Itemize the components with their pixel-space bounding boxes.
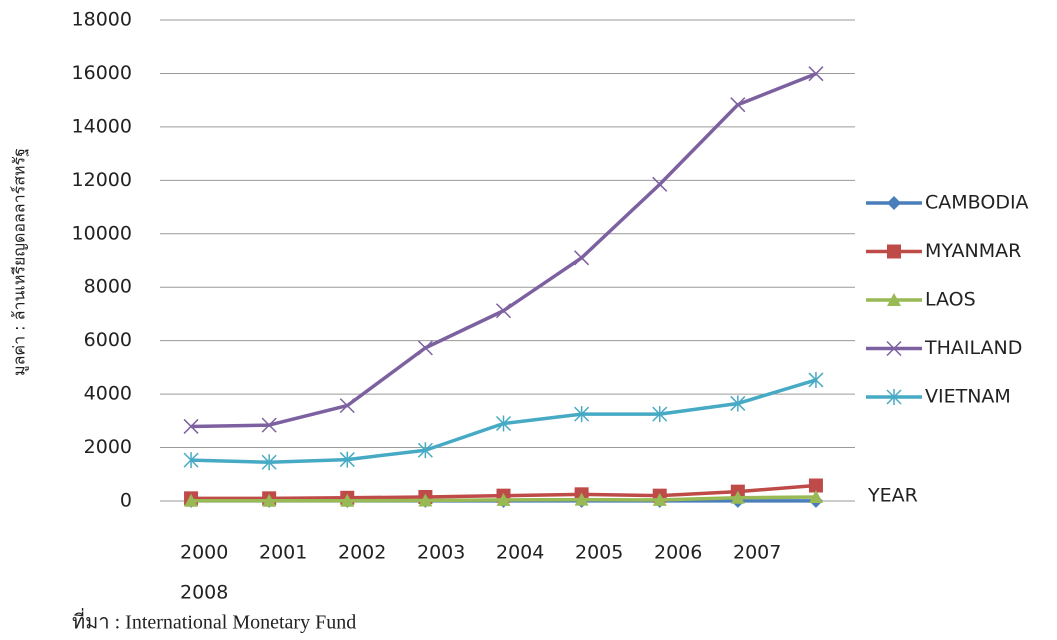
x-axis-label: YEAR (867, 485, 918, 507)
y-tick-label: 2000 (84, 436, 132, 458)
source-note: ที่มา : International Monetary Fund (72, 608, 356, 634)
x-tick-label: 2007 (733, 542, 781, 564)
x-tick-label: 2000 (180, 542, 228, 564)
y-tick-label: 14000 (72, 115, 132, 137)
y-tick-label: 0 (120, 490, 132, 512)
marker (653, 177, 667, 191)
y-tick-label: 4000 (84, 383, 132, 405)
marker (731, 98, 745, 112)
y-tick-label: 8000 (84, 276, 132, 298)
marker (887, 245, 901, 259)
y-axis-label: มูลค่า : ล้านเหรียญดอลลาร์สหรัฐ (10, 148, 30, 376)
legend-label: THAILAND (924, 337, 1022, 359)
marker (418, 341, 432, 355)
x-tick-label: 2001 (259, 542, 307, 564)
marker (575, 251, 589, 265)
legend-label: LAOS (925, 289, 976, 311)
chart: มูลค่า : ล้านเหรียญดอลลาร์สหรัฐ YEAR ที่… (0, 0, 1057, 640)
legend-label: VIETNAM (925, 386, 1011, 408)
x-tick-label: 2008 (180, 582, 228, 604)
y-tick-label: 6000 (84, 329, 132, 351)
legend-label: CAMBODIA (925, 192, 1029, 214)
x-tick-label: 2006 (654, 542, 702, 564)
x-tick-label: 2005 (575, 542, 623, 564)
y-tick-label: 12000 (72, 169, 132, 191)
marker (887, 196, 901, 210)
x-tick-label: 2004 (496, 542, 544, 564)
y-tick-label: 18000 (72, 9, 132, 31)
series (184, 67, 823, 434)
x-tick-label: 2003 (417, 542, 465, 564)
legend-label: MYANMAR (925, 240, 1021, 262)
marker (497, 304, 511, 318)
x-tick-label: 2002 (338, 542, 386, 564)
y-tick-label: 16000 (72, 62, 132, 84)
y-tick-label: 10000 (72, 222, 132, 244)
